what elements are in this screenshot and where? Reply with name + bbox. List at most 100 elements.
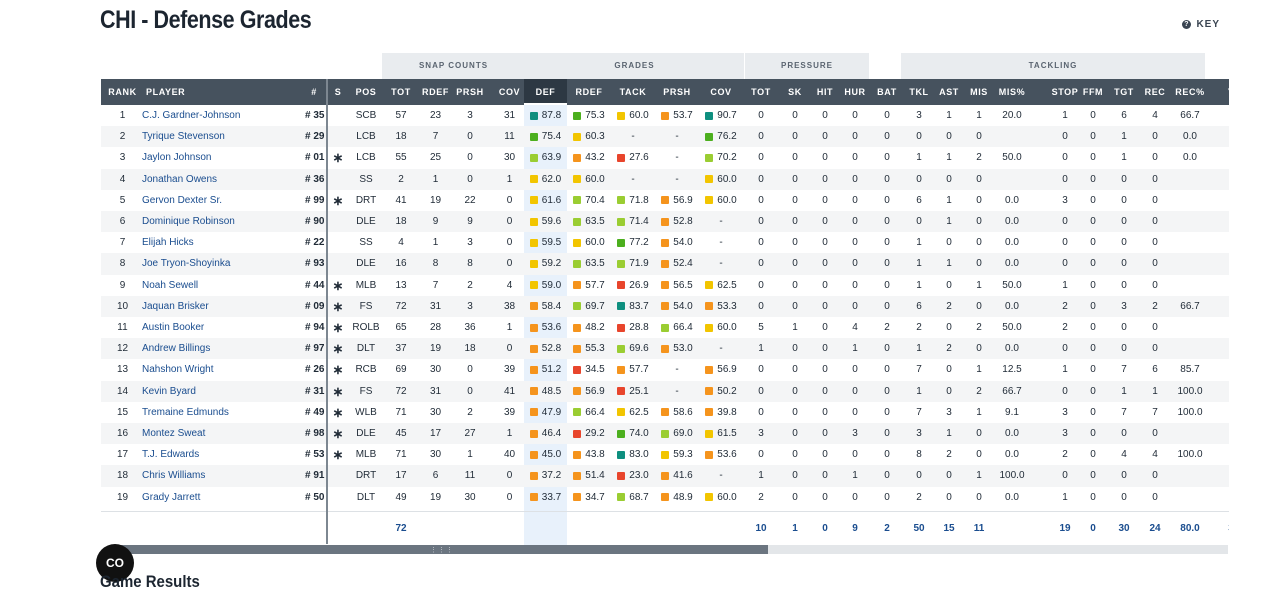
rank-cell: 5 [119,194,126,206]
player-name-link[interactable]: Andrew Billings [142,343,211,355]
snap-count-cell: 1 [506,322,513,333]
total-bat: 2 [884,523,890,534]
player-name-link[interactable]: Tyrique Stevenson [142,131,225,143]
grade-color-swatch [573,429,582,438]
column-header-num[interactable]: # [311,87,317,97]
grade-cell: 69.0 [655,423,699,444]
starter-icon [328,211,348,232]
grade-cell: 90.7 [699,105,743,126]
column-header-tkl[interactable]: TKL [909,87,929,97]
column-header-tack[interactable]: TACK [619,87,647,97]
table-row: 2 Tyrique Stevenson # 29 LCB 18 7 0 11 75.4 60.3 -… [101,126,1229,148]
column-header-mis[interactable]: MIS [970,87,988,97]
snap-count-cell: 7 [432,131,439,143]
player-name-link[interactable]: Jonathan Owens [142,173,218,185]
column-header-def[interactable]: DEF [524,79,567,105]
column-header-gprsh[interactable]: PRSH [663,87,691,97]
player-name-link[interactable]: T.J. Edwards [142,449,200,461]
column-header-ast[interactable]: AST [939,87,959,97]
column-header-misp[interactable]: MIS% [998,87,1026,97]
column-header-bat[interactable]: BAT [877,87,897,97]
stat-cell: 12.5 [1002,364,1022,376]
column-header-stop[interactable]: STOP [1051,87,1079,97]
grade-color-swatch [529,408,538,417]
column-header-y[interactable]: Y [1221,79,1229,105]
grade-color-swatch [617,365,626,374]
stat-cell: 1 [946,152,952,164]
player-name-link[interactable]: Elijah Hicks [142,237,194,249]
grade-cell: 60.0 [699,317,743,338]
grade-color-swatch [661,111,670,120]
column-header-ptot[interactable]: TOT [751,87,771,97]
player-name-link[interactable]: Tremaine Edmunds [142,406,229,418]
player-name-link[interactable]: Austin Booker [142,322,205,333]
column-header-rec[interactable]: REC [1144,87,1166,97]
grade-cell: 59.5 [524,232,567,253]
player-name-link[interactable]: Grady Jarrett [142,491,201,503]
stat-cell: 0.0 [1005,343,1019,355]
column-header-cov[interactable]: COV [498,87,521,97]
grade-cell: 60.0 [699,487,743,508]
position-cell: SCB [355,110,377,121]
player-name-link[interactable]: Gervon Dexter Sr. [142,194,223,206]
horizontal-scrollbar-thumb[interactable] [115,545,768,554]
jersey-number: # 44 [305,279,325,291]
snap-count-cell: 0 [467,152,473,164]
column-header-rdef[interactable]: RDEF [422,87,449,97]
column-header-hit[interactable]: HIT [816,87,834,97]
key-button[interactable]: ? KEY [1182,19,1220,30]
snap-count-cell: 1 [432,237,439,249]
player-name-link[interactable]: C.J. Gardner-Johnson [142,110,241,121]
column-header-pos[interactable]: POS [355,87,377,97]
column-header-player[interactable]: PLAYER [146,87,186,97]
table-row: 19 Grady Jarrett # 50 DLT 49 19 30 0 33.7 34.7 68.… [101,487,1229,508]
stat-cell: 0 [792,300,798,312]
grade-color-swatch [573,323,582,332]
player-name-link[interactable]: Noah Sewell [142,279,199,291]
stat-cell: 0 [1152,194,1158,206]
stat-cell: 0 [884,152,890,164]
player-name-link[interactable]: Jaylon Johnson [142,152,212,164]
grade-cell: 53.3 [699,296,743,317]
jersey-number: # 91 [305,470,325,482]
column-header-tgt[interactable]: TGT [1114,87,1134,97]
stat-cell: 0 [884,216,890,227]
column-header-ffm[interactable]: FFM [1082,87,1104,97]
column-header-sk[interactable]: SK [788,87,802,97]
column-header-hur[interactable]: HUR [844,87,866,97]
column-header-gcov[interactable]: COV [710,87,732,97]
stat-cell: 0 [976,343,982,355]
stat-cell: 1 [946,258,952,270]
player-name-link[interactable]: Dominique Robinson [142,216,235,227]
column-header-recp[interactable]: REC% [1175,87,1205,97]
player-name-link[interactable]: Joe Tryon-Shoyinka [142,258,231,270]
player-name-link[interactable]: Montez Sweat [142,428,206,439]
player-name-link[interactable]: Jaquan Brisker [142,300,209,312]
stat-cell: 0.0 [1005,449,1019,461]
snap-count-cell: 18 [464,343,476,355]
column-header-grdef[interactable]: RDEF [575,87,603,97]
snap-count-cell: 55 [395,152,407,164]
player-name-link[interactable]: Kevin Byard [142,385,196,397]
total-sk: 1 [792,523,798,534]
grade-color-swatch [617,153,626,162]
snap-count-cell: 27 [464,428,476,439]
column-header-rank[interactable]: RANK [108,87,137,97]
chat-fab-button[interactable]: CO [96,544,134,582]
player-name-link[interactable]: Nahshon Wright [142,364,214,376]
grade-cell: 66.4 [655,317,699,338]
stat-cell: 0 [822,343,828,355]
grade-cell: - [675,173,679,185]
grade-cell: 60.0 [699,190,743,211]
stat-cell: 1 [1062,491,1068,503]
grade-cell: 63.9 [524,147,567,168]
player-name-link[interactable]: Chris Williams [142,470,206,482]
stat-cell: 0 [884,364,890,376]
column-header-prsh[interactable]: PRSH [456,87,484,97]
column-header-s[interactable]: S [334,87,342,97]
stat-cell: 8 [916,449,922,461]
position-cell: DLT [356,343,376,355]
grade-color-swatch [573,217,582,226]
column-header-tot[interactable]: TOT [391,87,411,97]
jersey-number: # 01 [305,152,325,164]
